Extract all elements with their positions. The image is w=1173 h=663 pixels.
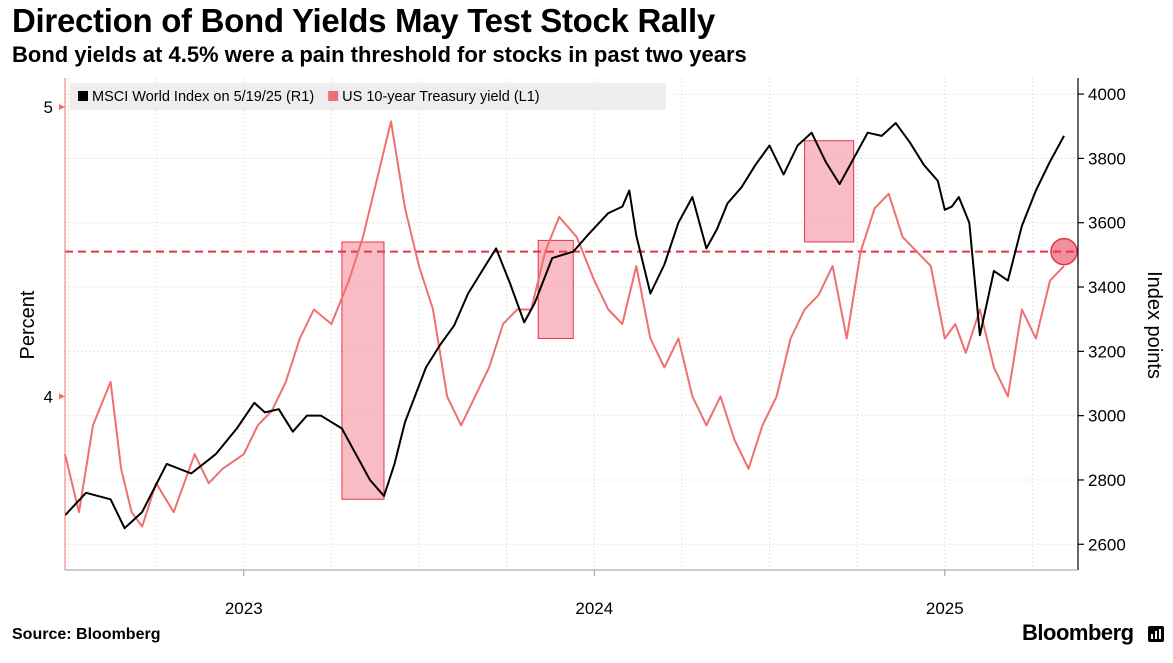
legend-swatch bbox=[78, 91, 88, 101]
msci-world-line bbox=[64, 122, 1065, 530]
right-tick-label: 3200 bbox=[1088, 342, 1126, 361]
highlight-boxes bbox=[341, 140, 855, 500]
x-tick-label: 2023 bbox=[225, 599, 263, 618]
left-tick-mark bbox=[59, 393, 65, 400]
legend-label: US 10-year Treasury yield (L1) bbox=[342, 89, 539, 105]
bloomberg-terminal-icon bbox=[1148, 626, 1164, 642]
axes: 2600 2800 3000 3200 3400 3600 3800 4000 4 5 2023 20… bbox=[17, 78, 1165, 618]
series-lines bbox=[64, 120, 1065, 530]
right-tick-label: 3000 bbox=[1088, 407, 1126, 426]
current-yield-marker bbox=[1050, 237, 1078, 266]
right-tick-label: 3400 bbox=[1088, 278, 1126, 297]
legend-swatch bbox=[328, 91, 339, 101]
left-tick-mark bbox=[59, 103, 65, 110]
highlight-box bbox=[341, 241, 385, 500]
legend: MSCI World Index on 5/19/25 (R1) US 10-ye… bbox=[70, 83, 666, 110]
right-tick-label: 2600 bbox=[1088, 535, 1126, 554]
highlight-box bbox=[804, 140, 855, 243]
bloomberg-logo: Bloomberg bbox=[1022, 620, 1134, 645]
left-tick-label: 5 bbox=[44, 98, 53, 117]
source-note: Source: Bloomberg bbox=[12, 626, 161, 643]
right-tick-label: 3600 bbox=[1088, 214, 1126, 233]
right-tick-label: 2800 bbox=[1088, 471, 1126, 490]
right-tick-label: 4000 bbox=[1088, 85, 1126, 104]
current-yield-circle bbox=[1050, 237, 1078, 266]
legend-background bbox=[70, 83, 666, 110]
right-tick-label: 3800 bbox=[1088, 149, 1126, 168]
legend-label: MSCI World Index on 5/19/25 (R1) bbox=[92, 89, 314, 105]
treasury-yield-line bbox=[64, 120, 1065, 528]
right-axis-title: Index points bbox=[1143, 271, 1165, 379]
x-tick-label: 2025 bbox=[926, 599, 964, 618]
left-tick-label: 4 bbox=[44, 387, 53, 406]
chart-subtitle: Bond yields at 4.5% were a pain threshol… bbox=[12, 42, 747, 67]
left-axis-title: Percent bbox=[17, 290, 39, 359]
line-chart: 2600 2800 3000 3200 3400 3600 3800 4000 4 5 2023 20… bbox=[17, 78, 1165, 618]
chart-title: Direction of Bond Yields May Test Stock … bbox=[12, 2, 715, 39]
x-tick-label: 2024 bbox=[575, 599, 613, 618]
